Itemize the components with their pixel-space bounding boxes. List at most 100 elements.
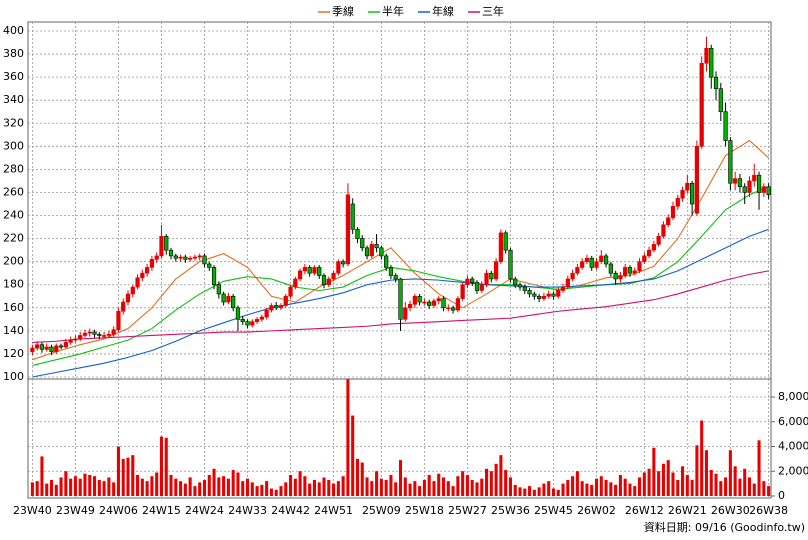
volume-bar [700,420,704,496]
volume-bar [676,479,680,496]
volume-bar [245,478,250,496]
volume-bar [389,474,393,496]
volume-bar [743,468,747,496]
volume-bar [465,474,469,496]
candle-body [565,278,570,288]
candle-body [384,255,389,268]
volume-bar [461,471,465,496]
volume-bar [107,477,111,496]
candle-body [474,282,480,291]
legend: 季線 半年 年線 三年 [318,4,504,18]
candle-body [460,284,465,299]
volume-bar [312,479,316,496]
candle-body [207,263,212,268]
candle-body [752,174,757,182]
volume-bar [747,477,752,496]
candle-body [713,76,719,89]
candle-body [537,295,542,299]
ma-line [32,228,769,378]
candle-body [326,278,331,286]
candle-body [761,186,766,193]
candle-body [63,342,68,348]
volume-bar [121,458,125,496]
volume-bar [298,471,302,496]
x-tick-label: 24W51 [314,504,353,517]
volume-bar [618,474,622,496]
candle-body [431,300,437,306]
volume-bar [327,479,331,496]
candle-body [211,267,217,286]
volume-bar [590,484,594,496]
candle-body [278,305,284,309]
candle-body [632,270,637,274]
volume-bar [236,472,240,496]
candle-body [293,278,298,288]
candle-body [68,339,73,343]
candle-body [642,255,647,262]
volume-bar [441,477,446,496]
candle-body [737,178,743,187]
y-tick-label: 280 [3,162,24,175]
candle-body [145,267,150,274]
candle-body [575,267,580,274]
x-tick-label: 26W30 [711,504,750,517]
volume-bar [341,476,345,496]
candle-body [58,345,64,348]
candle-body [178,256,183,259]
volume-bar [724,477,728,496]
candle-body [164,235,169,251]
volume-bar [322,477,326,496]
volume-bar [336,481,340,496]
volume-bar [451,486,455,496]
candle-body [197,255,202,258]
x-tick-label: 25W27 [448,504,487,517]
candle-body [637,261,642,272]
volume-bar [97,479,101,496]
volume-bar [255,486,259,496]
candle-body [503,232,508,251]
volume-bar [193,486,197,496]
candle-body [111,329,116,335]
volume-bar [164,437,168,496]
volume-bar [269,488,273,496]
volume-bar [518,487,522,496]
candle-body [97,334,102,336]
candle-body [766,186,771,196]
y-tick-label: 240 [3,209,24,222]
candle-body [599,255,604,262]
candle-body [135,277,140,288]
candle-body [493,261,499,280]
candle-body [73,338,78,341]
x-tick-label: 26W21 [668,504,707,517]
volume-bar [207,474,211,496]
volume-bar [418,486,422,496]
volume-bar [145,481,149,496]
volume-bar [542,483,546,496]
candle-body [317,267,322,276]
candle-body [92,331,97,335]
candle-body [723,111,728,141]
volume-bar [59,477,63,496]
volume-tick-label: 6,000 [778,415,808,428]
candle-body [551,293,556,297]
candle-body [188,257,193,260]
x-tick-label: 24W42 [271,504,310,517]
volume-bar [231,470,235,496]
ma-line [32,186,769,367]
volume-bar [647,468,651,496]
candle-body [388,267,394,276]
volume-bar [260,484,264,496]
candle-body [250,321,255,326]
x-tick-label: 26W12 [625,504,664,517]
volume-bar [88,474,92,496]
volume-bar [73,476,77,496]
volume-bar [614,484,618,496]
candle-body [470,278,475,283]
candle-body [35,344,40,349]
volume-bar [126,457,130,496]
volume-bar [671,472,675,496]
volume-bar [628,483,632,496]
volume-bar [308,483,312,496]
candle-body [264,309,269,318]
volume-bar [293,478,297,496]
